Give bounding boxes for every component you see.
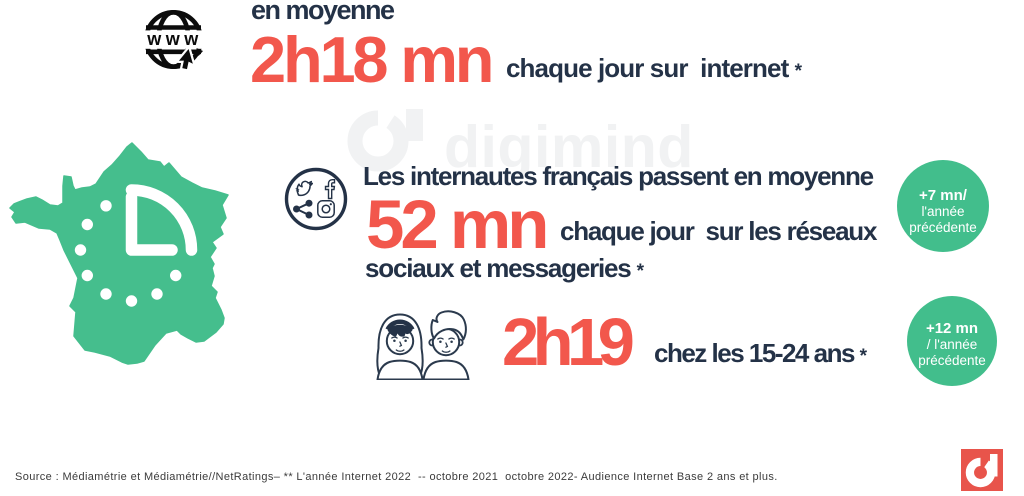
svg-text:www: www <box>146 29 203 49</box>
svg-text:digimind: digimind <box>444 114 694 175</box>
